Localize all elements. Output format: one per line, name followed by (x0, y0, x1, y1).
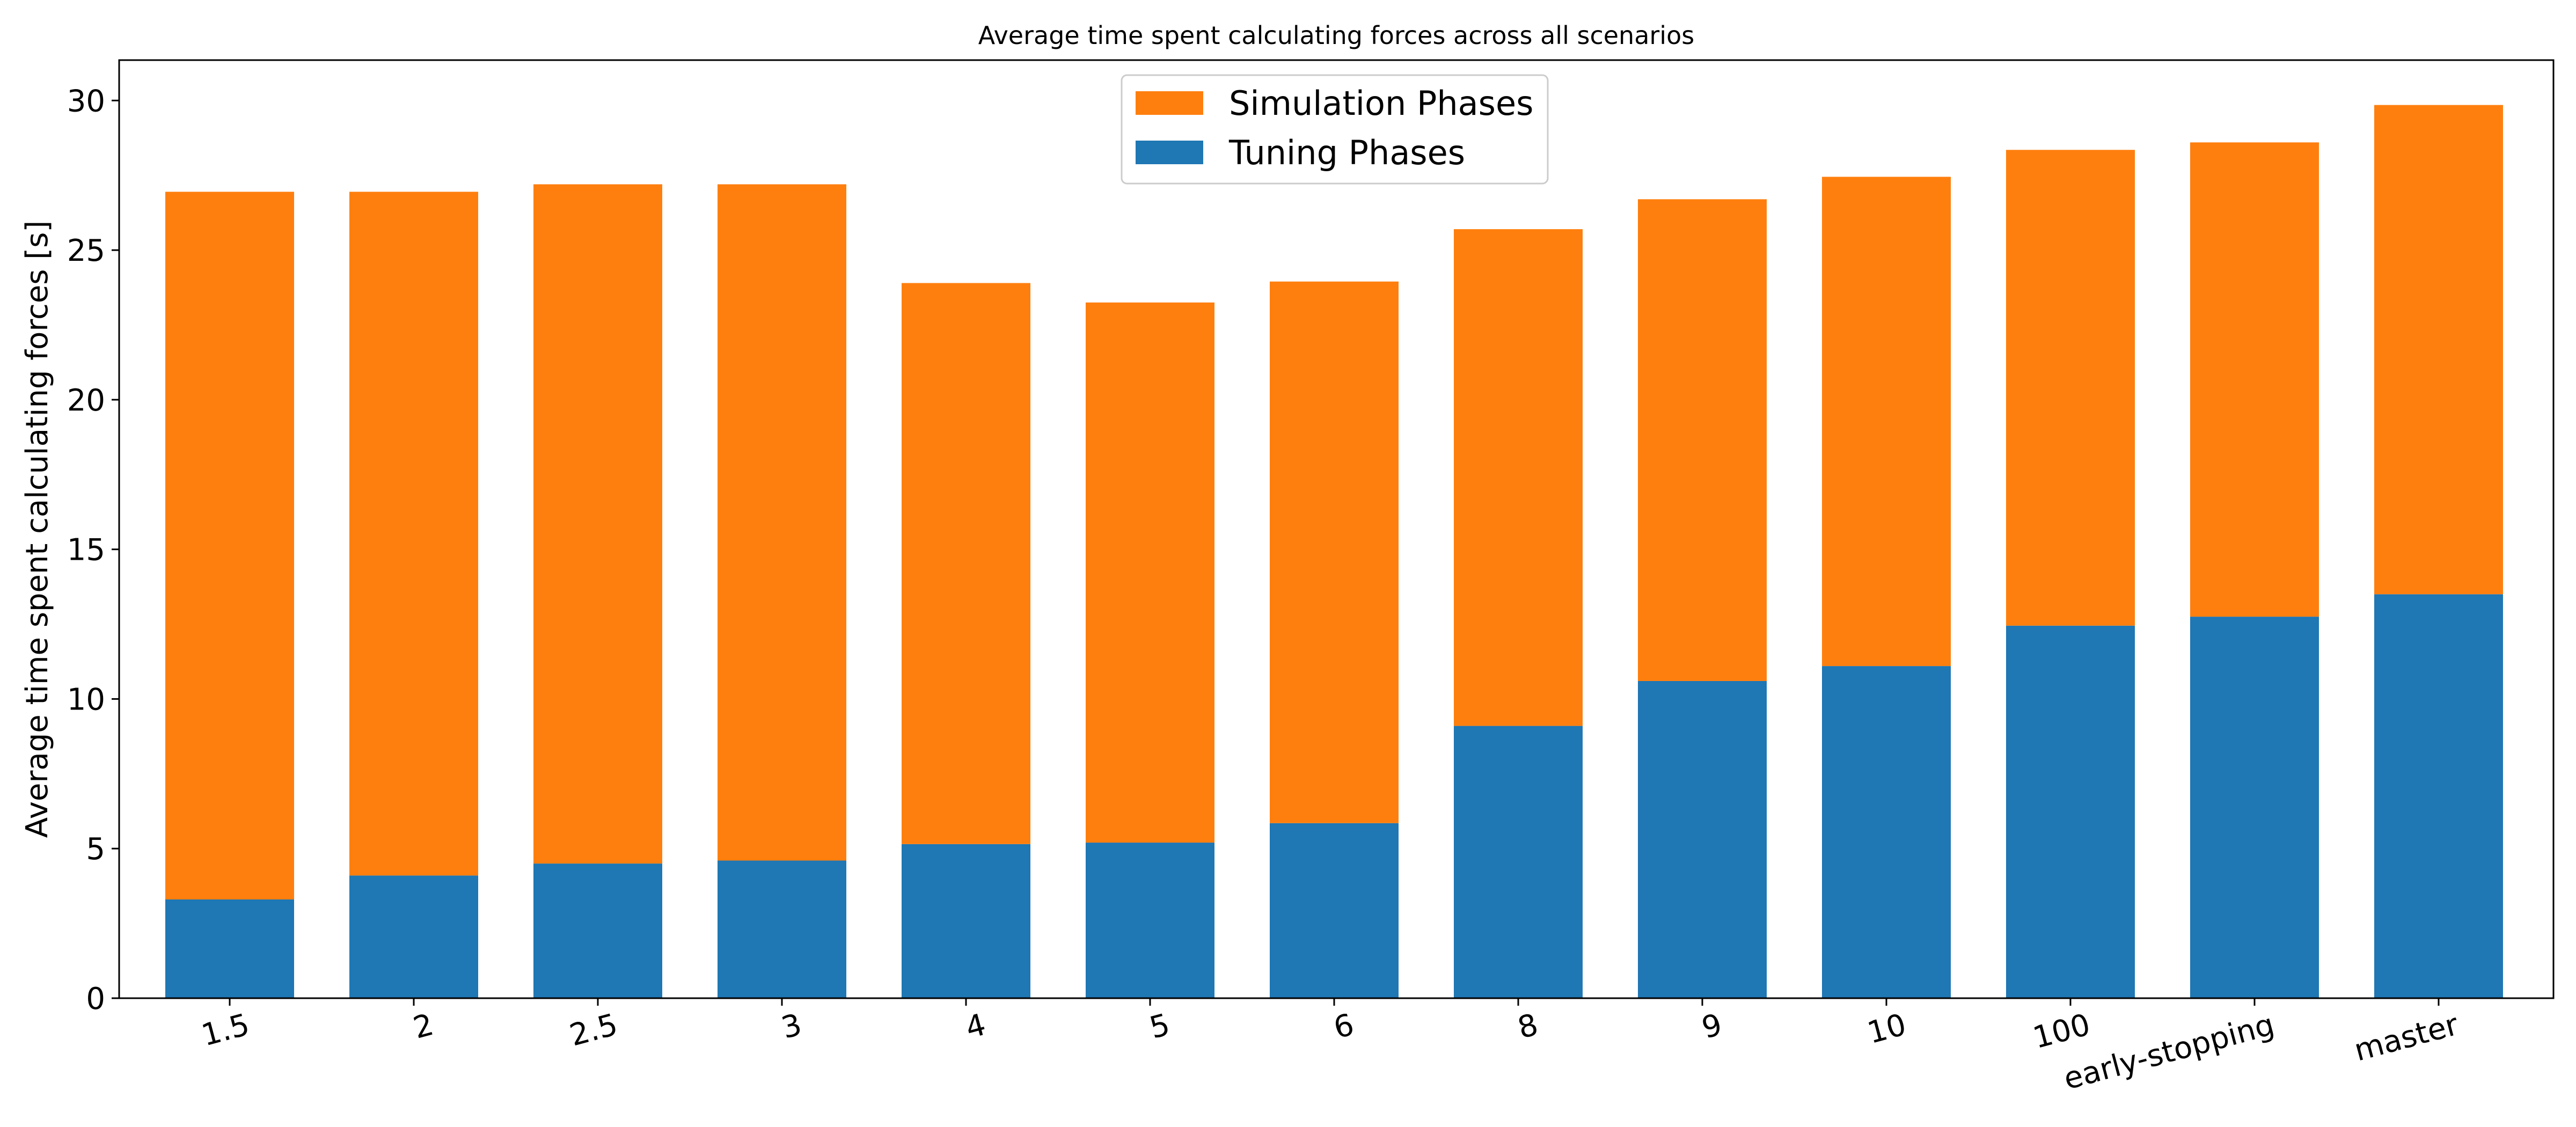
x-tick-label-12: master (2351, 1007, 2463, 1068)
x-tick-label-8: 9 (1698, 1007, 1725, 1046)
y-tick-label-1: 5 (86, 832, 105, 867)
bar-simulation-6 (1270, 281, 1399, 823)
chart-title: Average time spent calculating forces ac… (978, 21, 1694, 50)
bar-tuning-11 (2190, 617, 2319, 998)
bar-tuning-5 (1086, 843, 1214, 998)
bar-simulation-2 (533, 184, 662, 864)
bar-simulation-4 (902, 283, 1030, 844)
legend-box (1121, 74, 1549, 185)
bar-simulation-11 (2190, 142, 2319, 617)
bar-tuning-12 (2374, 594, 2503, 998)
bar-simulation-8 (1638, 199, 1767, 681)
x-tick-label-0: 1.5 (198, 1007, 253, 1053)
plot-frame (118, 59, 2555, 999)
bar-tuning-2 (533, 863, 662, 998)
bar-tuning-3 (718, 860, 846, 998)
bar-tuning-4 (902, 844, 1030, 998)
x-tick-label-4: 4 (962, 1007, 989, 1046)
bar-simulation-9 (1822, 177, 1951, 667)
x-tick-label-9: 10 (1864, 1007, 1910, 1051)
x-tick-label-11: early-stopping (2060, 1007, 2278, 1097)
y-tick-label-3: 15 (67, 533, 105, 568)
x-tick-label-6: 6 (1330, 1007, 1357, 1046)
bar-simulation-10 (2006, 150, 2135, 626)
legend-swatch-1 (1136, 141, 1203, 164)
legend-label-0: Simulation Phases (1229, 84, 1533, 123)
bar-tuning-7 (1454, 726, 1583, 998)
y-tick-label-6: 30 (67, 84, 105, 119)
bars-group (165, 105, 2503, 998)
y-tick-label-5: 25 (67, 233, 105, 268)
bar-tuning-0 (165, 899, 294, 998)
bar-simulation-5 (1086, 302, 1214, 843)
y-axis-label: Average time spent calculating forces [s… (20, 221, 55, 838)
bar-simulation-12 (2374, 105, 2503, 595)
x-tick-label-7: 8 (1514, 1007, 1541, 1046)
bar-tuning-10 (2006, 625, 2135, 998)
legend-swatch-0 (1136, 91, 1203, 115)
bar-tuning-1 (349, 875, 478, 998)
y-tick-label-2: 10 (67, 682, 105, 717)
legend: Simulation Phases Tuning Phases (1121, 74, 1549, 185)
bar-tuning-9 (1822, 666, 1951, 998)
x-tick-label-3: 3 (778, 1007, 805, 1046)
x-tick-label-10: 100 (2030, 1007, 2094, 1056)
bar-simulation-7 (1454, 229, 1583, 726)
x-tick-label-2: 2.5 (566, 1007, 621, 1053)
y-tick-label-4: 20 (67, 383, 105, 418)
legend-label-1: Tuning Phases (1228, 133, 1465, 172)
x-tick-label-1: 2 (409, 1007, 437, 1046)
bar-simulation-3 (718, 184, 846, 861)
x-tick-label-5: 5 (1146, 1007, 1173, 1046)
bar-tuning-6 (1270, 823, 1399, 998)
bar-tuning-8 (1638, 680, 1767, 998)
bar-simulation-0 (165, 192, 294, 899)
y-axis: 0 5 10 15 20 25 30 (67, 84, 119, 1016)
bar-simulation-1 (349, 192, 478, 876)
y-tick-label-0: 0 (86, 982, 105, 1016)
